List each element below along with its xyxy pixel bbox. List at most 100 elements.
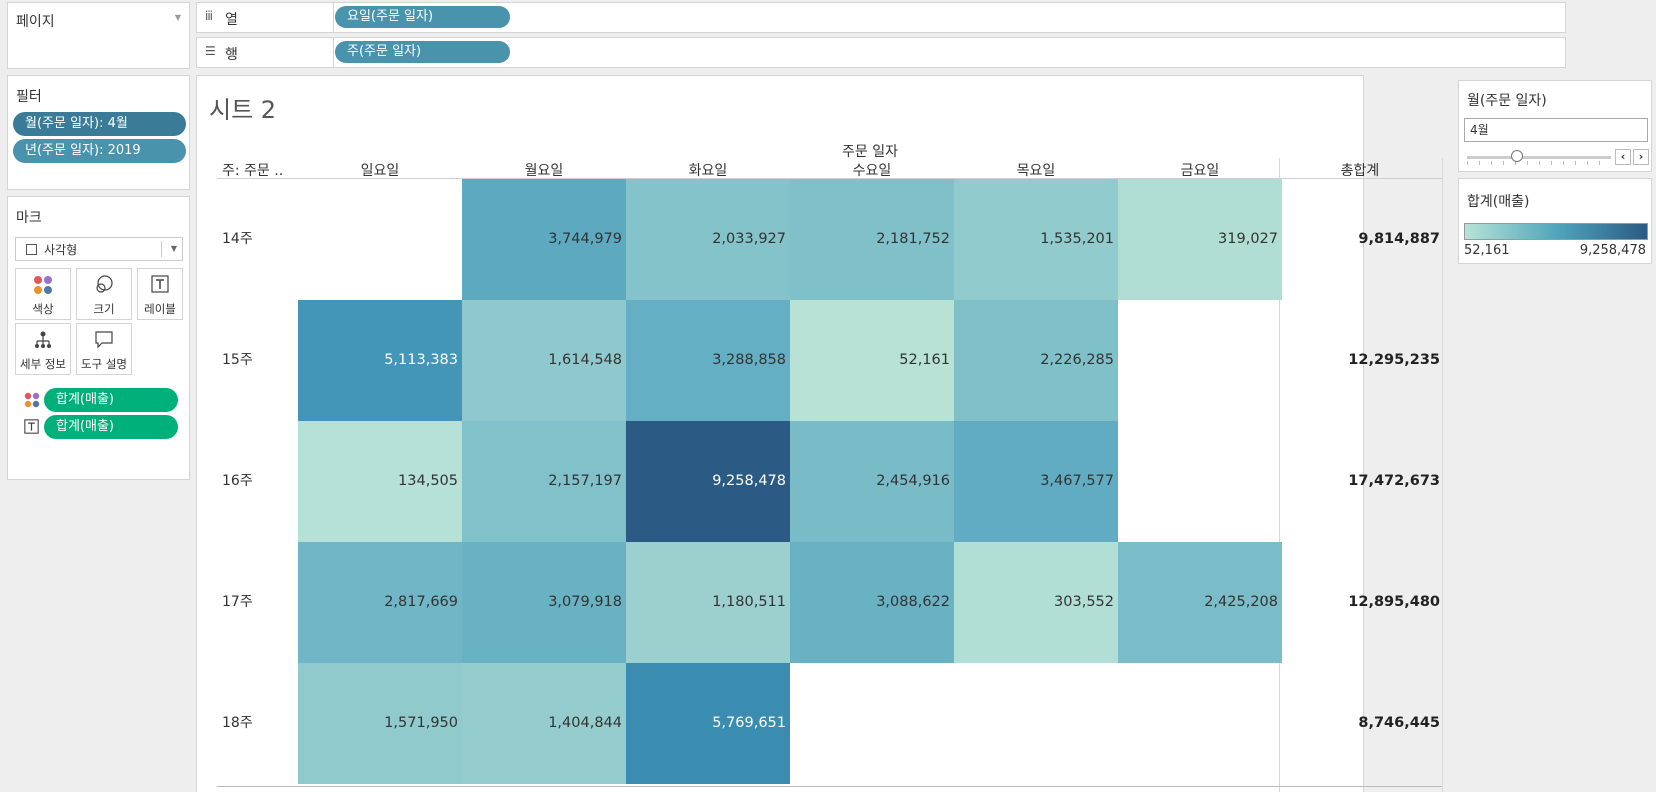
month-slider-thumb[interactable] (1511, 150, 1523, 162)
total-divider (1279, 158, 1280, 792)
filter-pill-month-label: 월(주문 일자): 4월 (25, 116, 128, 131)
tooltip-button[interactable]: 도구 설명 (76, 323, 132, 375)
filter-pill-year[interactable]: 년(주문 일자): 2019 (13, 139, 186, 163)
heatmap-cell[interactable]: 1,180,511 (626, 542, 790, 663)
heatmap-cell[interactable]: 134,505 (298, 421, 462, 542)
text-label-icon (138, 275, 182, 301)
column-header: 목요일 (1016, 163, 1056, 179)
pages-panel: 페이지 ▼ (7, 2, 190, 69)
column-header: 일요일 (360, 163, 400, 179)
next-month-button[interactable]: › (1633, 149, 1649, 165)
filter-pill-year-label: 년(주문 일자): 2019 (25, 143, 141, 158)
columns-shelf: iii 열 요일(주문 일자) (196, 2, 1566, 33)
heatmap-cell[interactable]: 5,769,651 (626, 663, 790, 784)
row-label: 17주 (222, 594, 253, 610)
dropdown-divider (161, 241, 162, 257)
heatmap-cell[interactable]: 52,161 (790, 300, 954, 421)
column-header: 수요일 (852, 163, 892, 179)
legend-min-label: 52,161 (1464, 243, 1510, 258)
columns-pill-label: 요일(주문 일자) (347, 9, 434, 24)
marks-panel: 마크 사각형 ▼ 색상 크기 레이블 세부 정보 도구 설명 (7, 196, 190, 480)
filters-title: 필터 (16, 89, 42, 105)
color-icon (16, 275, 70, 301)
mark-type-dropdown[interactable]: 사각형 ▼ (15, 237, 183, 261)
prev-month-button[interactable]: ‹ (1615, 149, 1631, 165)
sheet-title: 시트 2 (209, 96, 277, 124)
heatmap-cell[interactable]: 1,571,950 (298, 663, 462, 784)
heatmap-cell[interactable]: 2,817,669 (298, 542, 462, 663)
heatmap-cell[interactable]: 3,467,577 (954, 421, 1118, 542)
heatmap-cell[interactable]: 2,033,927 (626, 179, 790, 300)
heatmap-cell[interactable]: 2,454,916 (790, 421, 954, 542)
filter-pill-month[interactable]: 월(주문 일자): 4월 (13, 112, 186, 136)
month-slider-track[interactable] (1467, 156, 1611, 159)
color-icon (24, 392, 40, 412)
heatmap-cell[interactable]: 9,258,478 (626, 421, 790, 542)
row-label: 18주 (222, 715, 253, 731)
heatmap-cell[interactable]: 319,027 (1118, 179, 1282, 300)
heatmap-cell[interactable]: 2,157,197 (462, 421, 626, 542)
total-header: 총합계 (1340, 163, 1380, 179)
heatmap-cell[interactable]: 1,535,201 (954, 179, 1118, 300)
legend-gradient-bar (1464, 223, 1648, 240)
tooltip-icon (77, 330, 131, 356)
chevron-down-icon[interactable]: ▼ (174, 13, 181, 22)
square-icon (26, 244, 37, 255)
color-legend-card: 합계(매출) 52,161 9,258,478 (1458, 178, 1652, 264)
row-total: 17,472,673 (1348, 473, 1440, 489)
color-field-pill[interactable]: 합계(매출) (44, 388, 178, 412)
heatmap-cell[interactable]: 1,614,548 (462, 300, 626, 421)
color-button-label: 색상 (32, 302, 54, 316)
row-total: 12,895,480 (1348, 594, 1440, 610)
columns-label: 열 (225, 12, 238, 28)
detail-button[interactable]: 세부 정보 (15, 323, 71, 375)
label-field-pill[interactable]: 합계(매출) (44, 415, 178, 439)
row-total: 9,814,887 (1358, 231, 1440, 247)
header-rule (217, 178, 1442, 179)
heatmap-cell[interactable]: 2,181,752 (790, 179, 954, 300)
month-filter-card: 월(주문 일자) 4월 ‹ › (1458, 80, 1652, 172)
filters-panel: 필터 월(주문 일자): 4월 년(주문 일자): 2019 (7, 75, 190, 190)
heatmap-cell[interactable]: 2,425,208 (1118, 542, 1282, 663)
size-button-label: 크기 (93, 302, 115, 316)
columns-icon: iii (205, 9, 213, 23)
month-filter-title: 월(주문 일자) (1467, 93, 1547, 109)
heatmap-cell[interactable]: 3,079,918 (462, 542, 626, 663)
heatmap-cell[interactable]: 303,552 (954, 542, 1118, 663)
label-field-pill-label: 합계(매출) (56, 419, 114, 434)
heatmap-cell[interactable]: 3,744,979 (462, 179, 626, 300)
month-filter-input[interactable]: 4월 (1464, 118, 1648, 142)
row-total: 12,295,235 (1348, 352, 1440, 368)
heatmap-cell[interactable]: 1,404,844 (462, 663, 626, 784)
legend-max-label: 9,258,478 (1579, 243, 1646, 258)
legend-title: 합계(매출) (1467, 194, 1530, 210)
columns-pill[interactable]: 요일(주문 일자) (335, 6, 510, 28)
row-label: 14주 (222, 231, 253, 247)
month-filter-value: 4월 (1470, 123, 1489, 137)
grid-right-border (1442, 158, 1443, 792)
column-header: 월요일 (524, 163, 564, 179)
heatmap-cell[interactable]: 2,226,285 (954, 300, 1118, 421)
row-total: 8,746,445 (1358, 715, 1440, 731)
rows-pill-label: 주(주문 일자) (347, 44, 422, 59)
grid-bottom-rule (217, 786, 1442, 787)
row-header: 주: 주문 .. (222, 163, 284, 179)
rows-pill[interactable]: 주(주문 일자) (335, 41, 510, 63)
label-button[interactable]: 레이블 (137, 268, 183, 320)
row-label: 15주 (222, 352, 253, 368)
heatmap-cell[interactable]: 5,113,383 (298, 300, 462, 421)
color-field-pill-label: 합계(매출) (56, 392, 114, 407)
heatmap-cell[interactable]: 3,088,622 (790, 542, 954, 663)
chevron-down-icon: ▼ (170, 244, 177, 253)
column-header: 화요일 (688, 163, 728, 179)
row-label: 16주 (222, 473, 253, 489)
mark-type-label: 사각형 (44, 243, 78, 257)
heatmap-cell[interactable]: 3,288,858 (626, 300, 790, 421)
column-header: 금요일 (1180, 163, 1220, 179)
color-button[interactable]: 색상 (15, 268, 71, 320)
marks-title: 마크 (16, 210, 42, 226)
rows-shelf: ☰ 행 주(주문 일자) (196, 37, 1566, 68)
size-button[interactable]: 크기 (76, 268, 132, 320)
shelf-divider (333, 38, 334, 67)
